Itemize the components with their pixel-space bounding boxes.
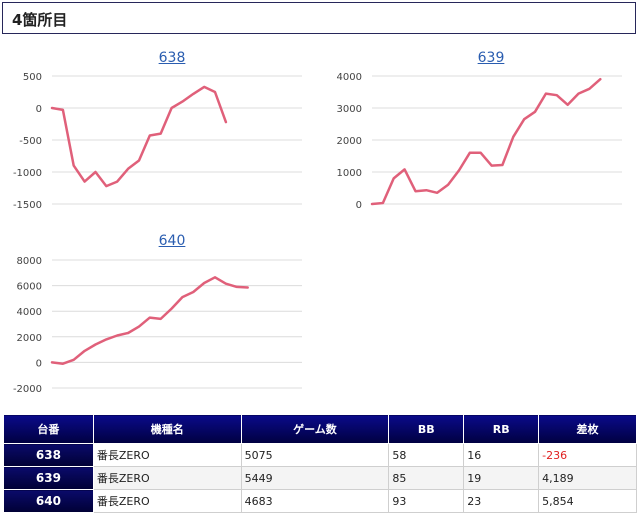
line-chart-640: 8000 6000 4000 2000 0 -2000 — [13, 256, 302, 395]
series-line — [50, 276, 249, 365]
games-cell: 4683 — [240, 489, 390, 513]
model-cell: 番長ZERO — [92, 489, 242, 513]
games-cell: 5075 — [240, 443, 390, 467]
y-tick-label: 1000 — [337, 168, 362, 179]
col-header-bb: BB — [388, 414, 465, 444]
diff-cell: 5,854 — [538, 489, 637, 513]
y-tick-label: 500 — [23, 72, 42, 83]
line-chart-639: 4000 3000 2000 1000 0 — [337, 72, 622, 211]
section-header: 4箇所目 — [2, 2, 636, 34]
machine-no-cell: 638 — [3, 443, 94, 467]
machine-data-table: 台番 機種名 ゲーム数 BB RB 差枚 638 番長ZERO 5075 58 … — [3, 414, 637, 513]
y-tick-label: -1000 — [13, 168, 42, 179]
col-header-machine-no: 台番 — [3, 414, 94, 444]
model-cell: 番長ZERO — [92, 443, 242, 467]
y-tick-label: 0 — [36, 358, 42, 369]
y-tick-label: 8000 — [17, 256, 42, 267]
machine-no-cell: 639 — [3, 466, 94, 490]
col-header-model: 機種名 — [92, 414, 242, 444]
y-tick-label: 0 — [356, 200, 362, 211]
y-tick-label: 3000 — [337, 104, 362, 115]
diff-cell: 4,189 — [538, 466, 637, 490]
series-line — [370, 77, 602, 206]
bb-cell: 85 — [388, 466, 465, 490]
col-header-rb: RB — [463, 414, 540, 444]
bb-cell: 93 — [388, 489, 465, 513]
bb-cell: 58 — [388, 443, 465, 467]
model-cell: 番長ZERO — [92, 466, 242, 490]
y-tick-label: 4000 — [337, 72, 362, 83]
chart-title-639[interactable]: 639 — [477, 50, 505, 66]
diff-cell: -236 — [538, 443, 637, 467]
series-line — [50, 85, 228, 188]
y-tick-label: -2000 — [13, 384, 42, 395]
section-title: 4箇所目 — [12, 11, 68, 29]
table-row: 638 番長ZERO 5075 58 16 -236 — [3, 443, 637, 467]
col-header-games: ゲーム数 — [240, 414, 390, 444]
y-tick-label: -1500 — [13, 200, 42, 211]
rb-cell: 19 — [463, 466, 540, 490]
y-tick-label: 4000 — [17, 307, 42, 318]
table-header-row: 台番 機種名 ゲーム数 BB RB 差枚 — [3, 414, 637, 444]
rb-cell: 23 — [463, 489, 540, 513]
chart-title-638[interactable]: 638 — [158, 50, 186, 66]
y-tick-label: -500 — [19, 136, 42, 147]
machine-no-cell: 640 — [3, 489, 94, 513]
line-chart-638: 500 0 -500 -1000 -1500 — [13, 72, 302, 211]
games-cell: 5449 — [240, 466, 390, 490]
y-tick-label: 0 — [36, 104, 42, 115]
rb-cell: 16 — [463, 443, 540, 467]
y-tick-label: 6000 — [17, 282, 42, 293]
table-row: 640 番長ZERO 4683 93 23 5,854 — [3, 489, 637, 513]
table-row: 639 番長ZERO 5449 85 19 4,189 — [3, 466, 637, 490]
col-header-diff: 差枚 — [538, 414, 637, 444]
y-tick-label: 2000 — [17, 333, 42, 344]
chart-title-640[interactable]: 640 — [158, 233, 186, 249]
y-tick-label: 2000 — [337, 136, 362, 147]
